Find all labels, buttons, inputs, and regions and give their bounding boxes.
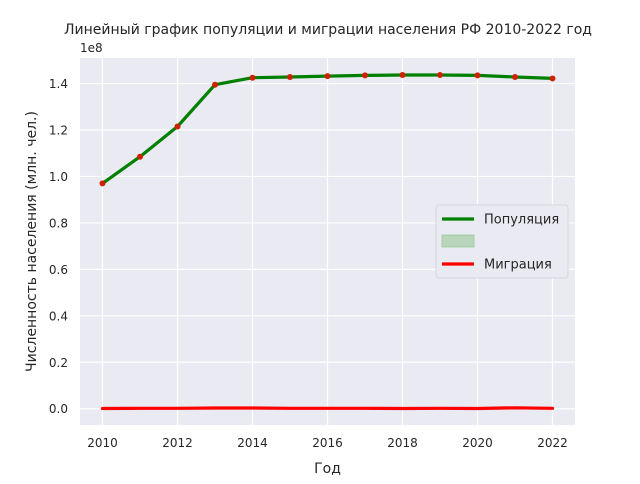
y-offset-label: 1e8 bbox=[80, 41, 103, 55]
population-point bbox=[549, 75, 556, 82]
population-point bbox=[399, 71, 406, 78]
population-point bbox=[287, 74, 293, 81]
population-point bbox=[512, 74, 518, 81]
x-tick-labels: 2010 2012 2014 2016 2018 2020 2022 bbox=[87, 436, 568, 450]
legend: Популяция Миграция bbox=[435, 204, 569, 279]
x-tick-label: 2012 bbox=[162, 436, 193, 450]
population-point bbox=[324, 73, 331, 80]
x-tick-label: 2014 bbox=[237, 436, 268, 450]
population-point bbox=[174, 123, 181, 130]
series-line-migration bbox=[100, 406, 555, 411]
population-point bbox=[99, 180, 106, 187]
grid bbox=[80, 58, 575, 425]
x-axis-label: Год bbox=[314, 461, 341, 477]
y-tick-label: 0.4 bbox=[49, 309, 68, 323]
y-tick-label: 1.2 bbox=[49, 124, 68, 138]
y-tick-label: 0.6 bbox=[49, 263, 68, 277]
y-tick-labels: 0.0 0.2 0.4 0.6 0.8 1.0 1.2 1.4 bbox=[49, 77, 68, 416]
y-tick-label: 0.8 bbox=[49, 216, 68, 230]
x-tick-label: 2010 bbox=[87, 436, 118, 450]
legend-label: Миграция bbox=[484, 258, 552, 273]
y-tick-label: 0.0 bbox=[49, 402, 68, 416]
y-axis-label: Численность населения (млн. чел.) bbox=[24, 111, 40, 372]
population-point bbox=[362, 72, 368, 79]
population-point bbox=[212, 81, 218, 88]
population-point bbox=[437, 71, 443, 78]
legend-label: Популяция bbox=[484, 213, 559, 228]
population-point bbox=[137, 153, 143, 160]
legend-swatch-patch bbox=[441, 234, 475, 248]
x-tick-label: 2016 bbox=[312, 436, 343, 450]
y-tick-label: 0.2 bbox=[49, 356, 68, 370]
x-tick-label: 2022 bbox=[537, 436, 568, 450]
y-tick-label: 1.0 bbox=[49, 170, 68, 184]
population-point bbox=[249, 74, 256, 81]
chart-title: Линейный график популяции и миграции нас… bbox=[64, 22, 592, 38]
y-tick-label: 1.4 bbox=[49, 77, 68, 91]
x-tick-label: 2018 bbox=[387, 436, 418, 450]
series-group bbox=[99, 71, 556, 411]
legend-frame bbox=[435, 204, 569, 279]
population-point bbox=[474, 72, 481, 79]
x-tick-label: 2020 bbox=[462, 436, 493, 450]
